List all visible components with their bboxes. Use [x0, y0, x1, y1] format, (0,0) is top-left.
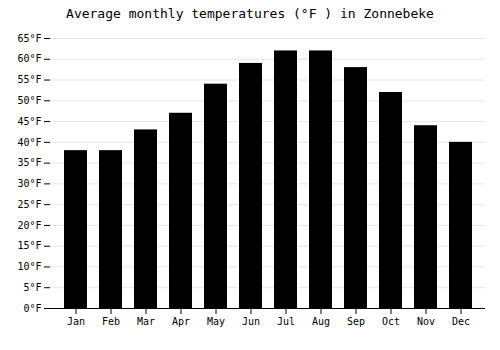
svg-text:Nov: Nov: [417, 316, 435, 327]
svg-text:Apr: Apr: [172, 316, 190, 327]
html-text:Average monthly temperatures (: Average monthly temperatures (°F ) in Zo…: [66, 6, 434, 21]
svg-text:10°F: 10°F: [17, 261, 41, 272]
svg-text:60°F: 60°F: [17, 53, 41, 64]
svg-text:Dec: Dec: [452, 316, 470, 327]
svg-text:Jul: Jul: [277, 316, 295, 327]
svg-text:5°F: 5°F: [23, 282, 41, 293]
svg-text:55°F: 55°F: [17, 74, 41, 85]
svg-text:Feb: Feb: [102, 316, 120, 327]
svg-text:0°F: 0°F: [23, 303, 41, 314]
svg-text:Oct: Oct: [382, 316, 400, 327]
svg-text:25°F: 25°F: [17, 199, 41, 210]
svg-text:Sep: Sep: [347, 316, 365, 327]
svg-text:Jan: Jan: [67, 316, 85, 327]
svg-text:65°F: 65°F: [17, 33, 41, 44]
svg-text:50°F: 50°F: [17, 95, 41, 106]
svg-text:40°F: 40°F: [17, 137, 41, 148]
svg-text:35°F: 35°F: [17, 157, 41, 168]
svg-text:May: May: [207, 316, 225, 327]
svg-text:Mar: Mar: [137, 316, 155, 327]
svg-text:45°F: 45°F: [17, 116, 41, 127]
svg-text:15°F: 15°F: [17, 240, 41, 251]
svg-text:Jun: Jun: [242, 316, 260, 327]
svg-text:30°F: 30°F: [17, 178, 41, 189]
svg-text:Aug: Aug: [312, 316, 330, 327]
svg-text:20°F: 20°F: [17, 220, 41, 231]
